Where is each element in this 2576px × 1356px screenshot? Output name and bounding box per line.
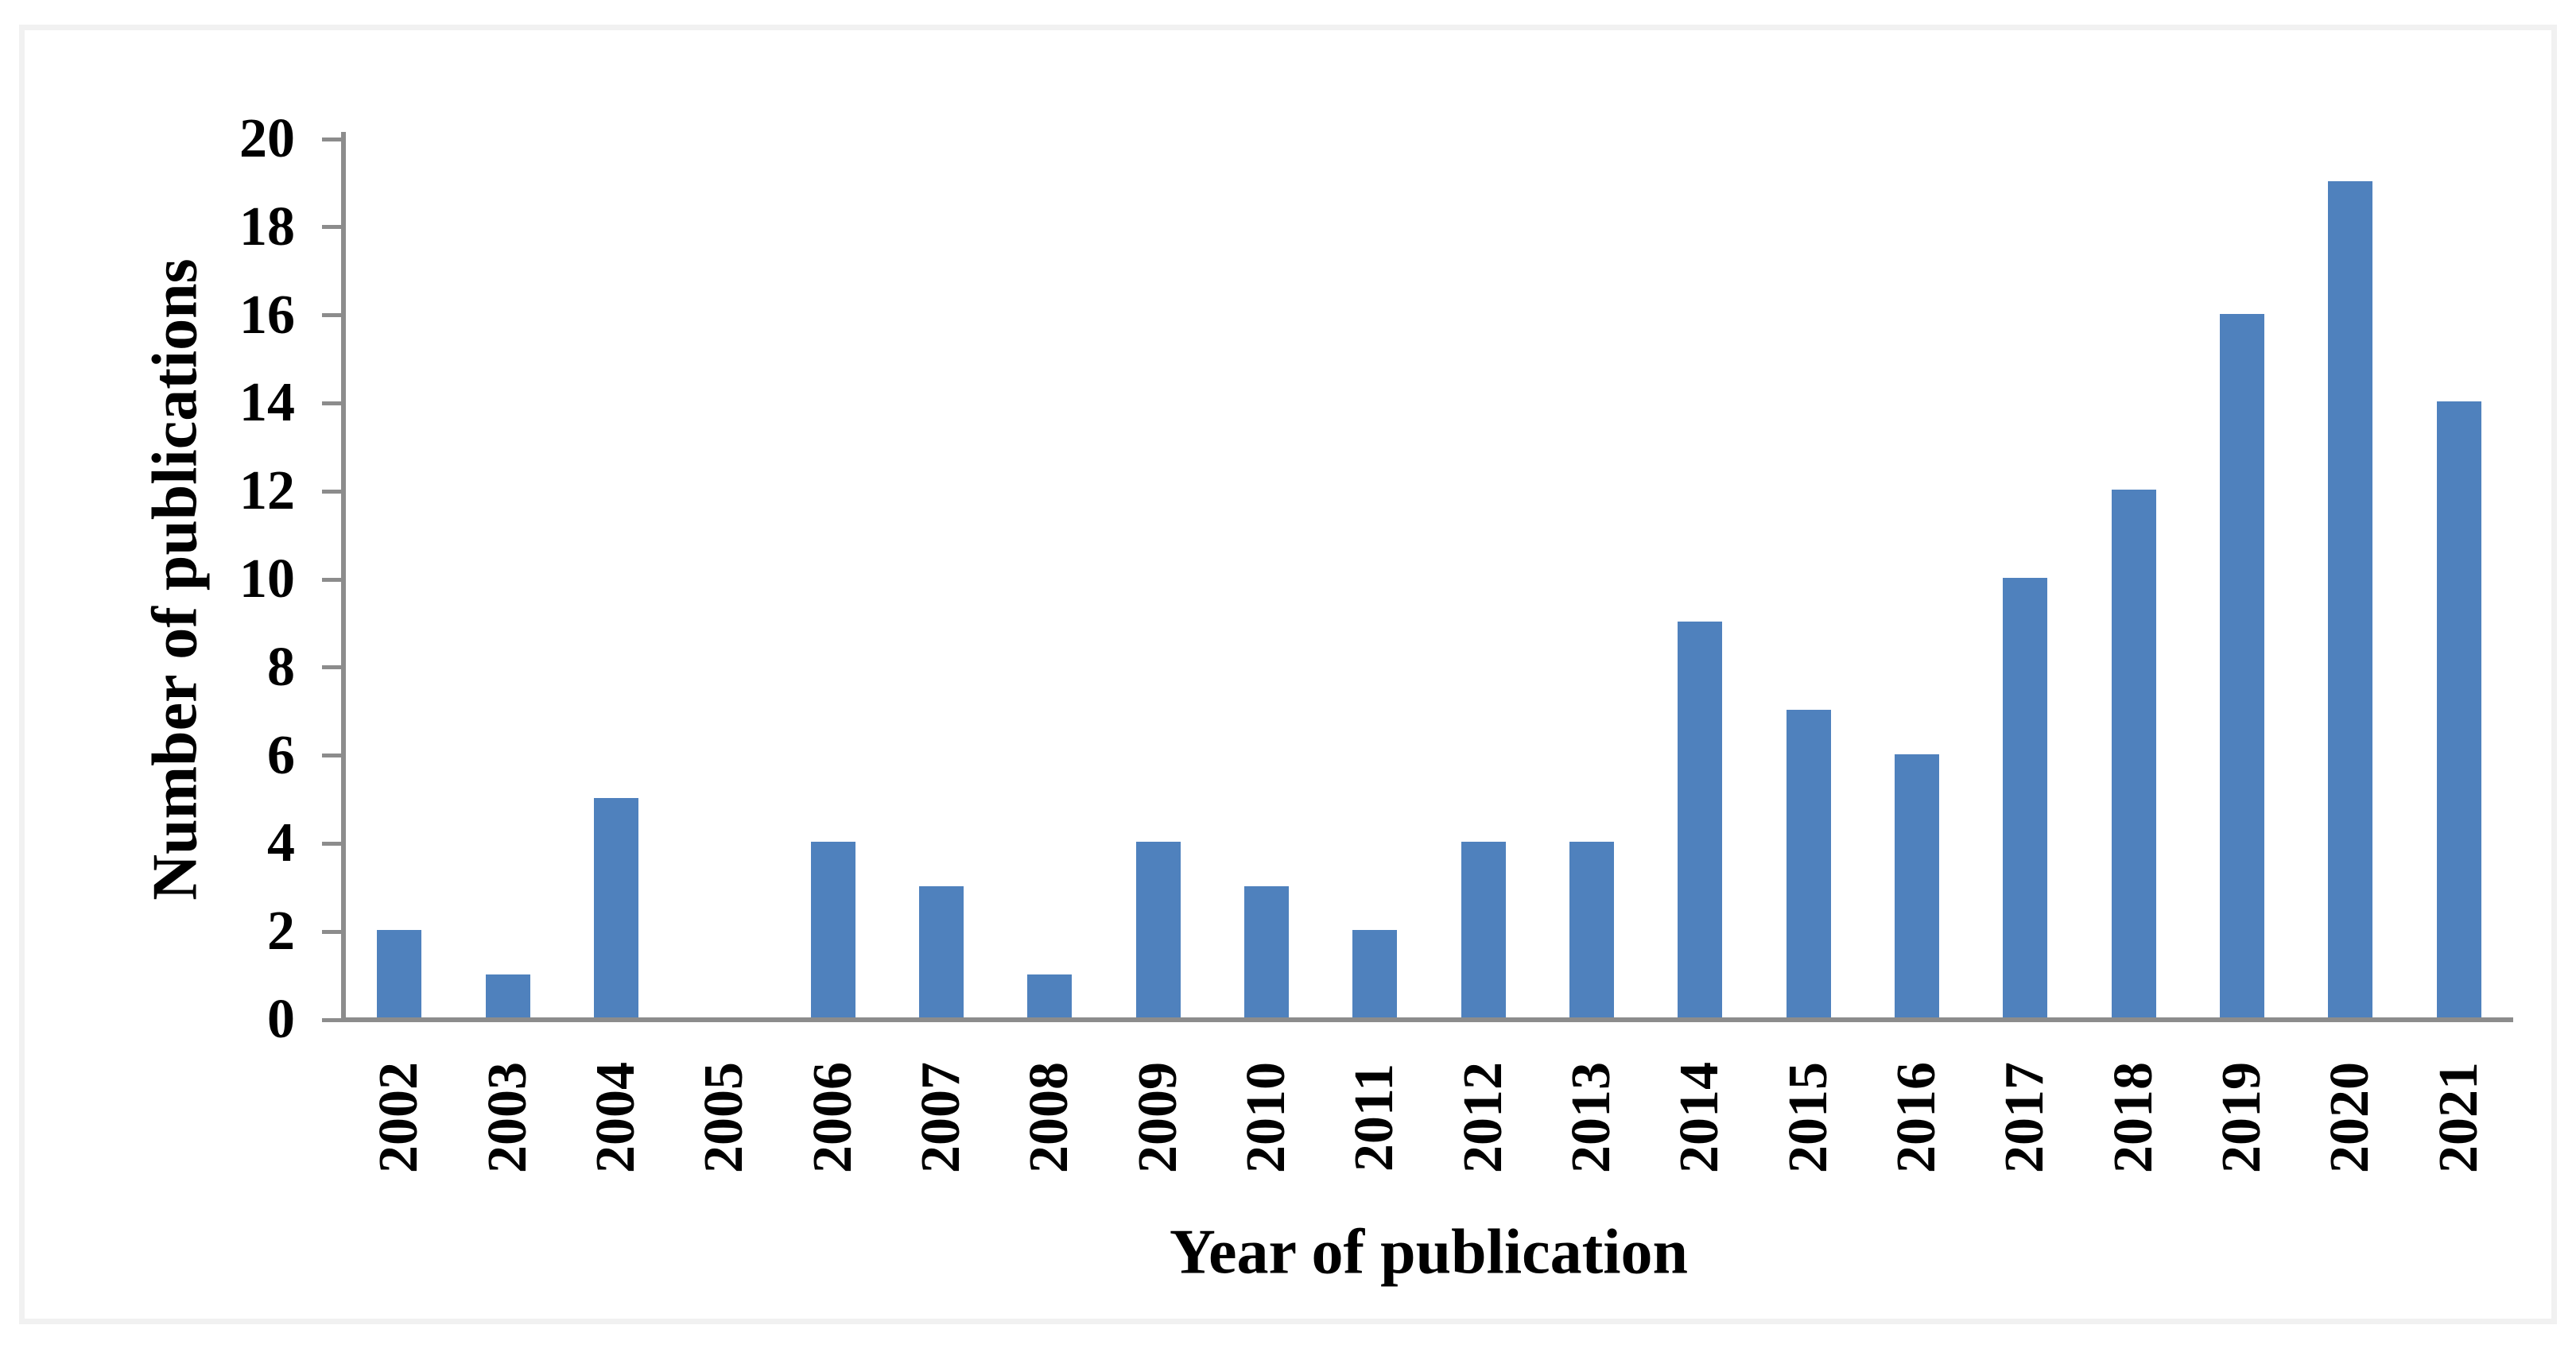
bar-2012	[1461, 842, 1506, 1018]
y-tick-label: 16	[239, 284, 295, 346]
bar-2011	[1352, 930, 1398, 1018]
x-tick-label-2018: 2018	[2102, 1062, 2164, 1173]
bar-2017	[2003, 578, 2048, 1018]
x-tick-label-2015: 2015	[1777, 1062, 1839, 1173]
bar-2021	[2436, 401, 2481, 1018]
bar-2009	[1135, 842, 1181, 1018]
x-tick-label-2002: 2002	[368, 1062, 430, 1173]
bar-2007	[918, 885, 964, 1018]
y-tick-mark	[322, 577, 341, 582]
y-tick-mark	[322, 665, 341, 670]
x-tick-label-2019: 2019	[2211, 1062, 2273, 1173]
bar-2020	[2328, 181, 2373, 1018]
x-tick-label-2021: 2021	[2427, 1062, 2489, 1173]
bar-2006	[810, 842, 855, 1018]
bar-2014	[1678, 622, 1723, 1018]
y-tick-mark	[322, 754, 341, 758]
bar-2004	[593, 798, 638, 1018]
y-tick-mark	[322, 841, 341, 846]
x-tick-label-2016: 2016	[1886, 1062, 1948, 1173]
bar-2018	[2111, 490, 2156, 1018]
y-tick-mark	[322, 489, 341, 494]
x-tick-label-2010: 2010	[1235, 1062, 1297, 1173]
x-tick-label-2020: 2020	[2319, 1062, 2381, 1173]
y-tick-mark	[322, 137, 341, 141]
bar-2010	[1243, 885, 1289, 1018]
y-tick-mark	[322, 225, 341, 230]
x-tick-label-2004: 2004	[584, 1062, 646, 1173]
y-tick-mark	[322, 1017, 341, 1022]
x-tick-label-2013: 2013	[1561, 1062, 1623, 1173]
x-tick-label-2007: 2007	[910, 1062, 972, 1173]
publications-bar-chart: Number of publications 0 2 4 6 8 10 12 14 16 18 20…	[25, 30, 2551, 1319]
y-axis-line	[341, 132, 346, 1022]
bar-2013	[1569, 842, 1615, 1018]
y-tick-label: 12	[239, 460, 295, 522]
bar-2008	[1027, 974, 1073, 1018]
bar-2016	[1895, 754, 1940, 1018]
figure-frame: Number of publications 0 2 4 6 8 10 12 14 16 18 20…	[19, 25, 2557, 1324]
x-tick-label-2011: 2011	[1344, 1063, 1406, 1172]
y-tick-label: 8	[267, 636, 295, 698]
y-tick-label: 18	[239, 196, 295, 258]
bar-2003	[485, 974, 530, 1018]
x-tick-label-2014: 2014	[1669, 1062, 1731, 1173]
y-tick-mark	[322, 401, 341, 405]
x-tick-label-2017: 2017	[1994, 1062, 2056, 1173]
y-tick-label: 20	[239, 108, 295, 169]
bar-2019	[2220, 313, 2265, 1018]
bar-2002	[377, 930, 422, 1018]
x-tick-label-2012: 2012	[1452, 1062, 1514, 1173]
x-tick-label-2009: 2009	[1127, 1062, 1189, 1173]
y-tick-label: 10	[239, 548, 295, 610]
x-axis-line	[341, 1017, 2513, 1022]
y-tick-mark	[322, 929, 341, 934]
x-tick-label-2008: 2008	[1018, 1062, 1080, 1173]
y-tick-label: 2	[267, 901, 295, 963]
y-tick-label: 6	[267, 724, 295, 786]
x-axis-title: Year of publication	[1170, 1217, 1688, 1288]
y-tick-label: 4	[267, 812, 295, 874]
y-tick-label: 0	[267, 989, 295, 1050]
bar-2015	[1786, 710, 1831, 1018]
y-tick-label: 14	[239, 372, 295, 434]
y-tick-mark	[322, 313, 341, 318]
x-tick-label-2003: 2003	[476, 1062, 538, 1173]
x-tick-label-2005: 2005	[693, 1062, 755, 1173]
x-tick-label-2006: 2006	[801, 1062, 863, 1173]
